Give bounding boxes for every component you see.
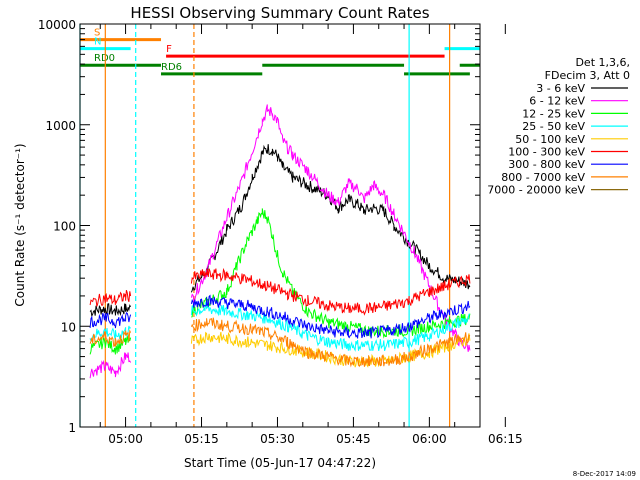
- series-line: [190, 317, 471, 368]
- flag-label-rd0: RD0: [94, 53, 115, 64]
- series-line: [89, 303, 132, 318]
- y-tick-label: 100: [53, 220, 76, 234]
- series-lines: [89, 104, 471, 379]
- legend-entry-label: 300 - 800 keV: [508, 158, 585, 171]
- y-axis-label: Count Rate (s⁻¹ detector⁻¹): [13, 143, 27, 306]
- series-line: [89, 325, 131, 342]
- legend-entry-label: 3 - 6 keV: [536, 82, 585, 95]
- legend-entry-label: 100 - 300 keV: [508, 146, 585, 159]
- series-line: [89, 352, 132, 379]
- series-line: [190, 331, 471, 368]
- flag-label-n: N: [94, 37, 101, 48]
- series-line: [190, 294, 471, 339]
- legend-header-line: FDecim 3, Att 0: [545, 69, 630, 82]
- series-line: [190, 301, 471, 352]
- series-line: [191, 208, 471, 339]
- legend-entry-label: 25 - 50 keV: [522, 120, 585, 133]
- series-line: [190, 144, 471, 293]
- legend-header-line: Det 1,3,6,: [575, 56, 630, 69]
- series-line: [89, 290, 132, 307]
- x-tick-label: 05:30: [260, 432, 295, 446]
- y-axis: 1 10 100 1000 10000: [38, 18, 480, 435]
- legend-entry-label: 50 - 100 keV: [515, 133, 585, 146]
- x-tick-label: 05:45: [336, 432, 371, 446]
- series-line: [190, 104, 471, 352]
- y-tick-label: 1: [68, 421, 76, 435]
- legend-entry-label: 800 - 7000 keV: [501, 171, 585, 184]
- x-tick-label: 05:00: [108, 432, 143, 446]
- flag-label-s: S: [94, 28, 100, 39]
- x-tick-label: 06:00: [412, 432, 447, 446]
- x-tick-label: 05:15: [184, 432, 219, 446]
- footer-timestamp: 8-Dec-2017 14:09: [573, 470, 636, 478]
- flag-label-rd6: RD6: [161, 62, 182, 73]
- y-tick-label: 10: [61, 320, 76, 334]
- series-line: [89, 328, 132, 348]
- legend-entry-label: 12 - 25 keV: [522, 107, 585, 120]
- series-line: [89, 311, 132, 329]
- legend-entry-label: 6 - 12 keV: [529, 95, 585, 108]
- series-line: [190, 267, 471, 316]
- x-tick-label: 06:15: [488, 432, 523, 446]
- legend-entry-label: 7000 - 20000 keV: [487, 184, 585, 197]
- flag-bars: SN F RD0 RD6: [80, 28, 480, 76]
- y-tick-label: 1000: [45, 119, 76, 133]
- x-axis-label: Start Time (05-Jun-17 04:47:22): [184, 456, 376, 470]
- y-tick-label: 10000: [38, 18, 76, 32]
- chart-title: HESSI Observing Summary Count Rates: [130, 4, 429, 22]
- plot-frame: [79, 23, 481, 428]
- flag-label-f: F: [166, 44, 172, 55]
- x-axis: 05:00 05:15 05:30 05:45 06:00 06:15: [99, 24, 523, 446]
